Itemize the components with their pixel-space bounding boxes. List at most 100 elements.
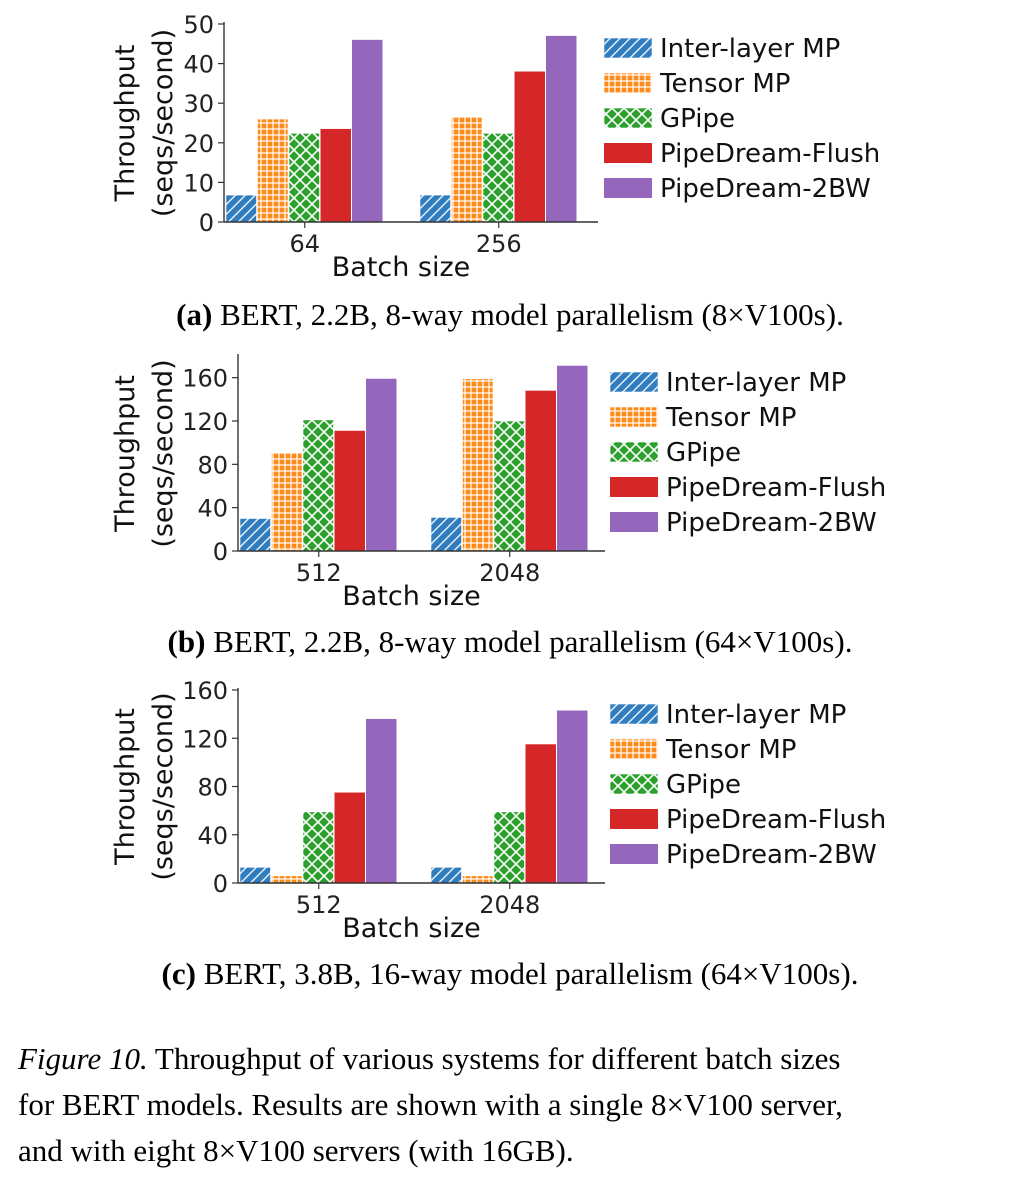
y-tick-label: 160 xyxy=(182,677,228,705)
bar-pipedream-2bw-2048 xyxy=(557,365,588,551)
y-tick-label: 40 xyxy=(183,51,214,79)
y-tick-label: 40 xyxy=(197,495,228,523)
x-tick-label-2048: 2048 xyxy=(479,559,540,587)
bar-pipedream-flush-2048 xyxy=(525,390,556,551)
bar-tensor-mp-512 xyxy=(271,452,303,552)
panel-caption-text-a: BERT, 2.2B, 8-way model parallelism (8×V… xyxy=(212,297,844,332)
bar-inter-layer-mp-512 xyxy=(239,867,271,884)
x-axis-label: Batch size xyxy=(342,913,481,944)
x-tick-label-512: 512 xyxy=(296,559,342,587)
legend-label-pipedream-flush: PipeDream-Flush xyxy=(666,805,886,835)
y-axis-label-line-1: Throughput xyxy=(110,375,141,533)
legend-swatch-pipedream-flush xyxy=(604,143,652,163)
bar-tensor-mp-2048 xyxy=(462,378,494,552)
legend-swatch-inter-layer-mp xyxy=(609,703,659,725)
bar-pipedream-2bw-2048 xyxy=(557,710,588,883)
legend-label-gpipe: GPipe xyxy=(666,438,741,468)
figure-caption-line-2: for BERT models. Results are shown with … xyxy=(18,1087,843,1122)
bar-pipedream-flush-256 xyxy=(514,71,545,223)
y-tick-label: 0 xyxy=(213,870,228,898)
bar-gpipe-512 xyxy=(302,811,334,884)
bar-pipedream-2bw-512 xyxy=(366,718,397,883)
legend-label-pipedream-2bw: PipeDream-2BW xyxy=(666,508,877,538)
panel-caption-text-b: BERT, 2.2B, 8-way model parallelism (64×… xyxy=(205,624,852,659)
y-axis-label-line-2: (seqs/second) xyxy=(148,692,179,880)
y-axis-label-line-1: Throughput xyxy=(110,45,141,203)
bar-inter-layer-mp-2048 xyxy=(430,517,462,552)
legend-swatch-pipedream-2bw xyxy=(610,512,658,532)
panel-caption-b: (b) BERT, 2.2B, 8-way model parallelism … xyxy=(168,624,853,659)
bar-pipedream-flush-64 xyxy=(320,128,351,222)
x-tick-label-256: 256 xyxy=(476,230,522,258)
bar-inter-layer-mp-512 xyxy=(239,518,271,552)
legend-swatch-pipedream-2bw xyxy=(604,178,652,198)
bar-pipedream-flush-2048 xyxy=(525,744,556,883)
bar-inter-layer-mp-2048 xyxy=(430,867,462,884)
bar-tensor-mp-256 xyxy=(451,116,483,223)
legend-label-gpipe: GPipe xyxy=(666,770,741,800)
legend-swatch-inter-layer-mp xyxy=(603,37,653,59)
legend-label-tensor-mp: Tensor MP xyxy=(659,69,790,99)
y-tick-label: 20 xyxy=(183,130,214,158)
legend-swatch-tensor-mp xyxy=(603,72,653,94)
y-axis-label-line-1: Throughput xyxy=(110,708,141,866)
legend-swatch-gpipe xyxy=(609,441,659,463)
y-tick-label: 80 xyxy=(197,451,228,479)
y-tick-label: 80 xyxy=(197,774,228,802)
legend-label-pipedream-2bw: PipeDream-2BW xyxy=(666,840,877,870)
bar-gpipe-256 xyxy=(482,132,514,223)
bar-pipedream-2bw-64 xyxy=(352,39,383,223)
bar-gpipe-2048 xyxy=(493,811,525,884)
legend-label-inter-layer-mp: Inter-layer MP xyxy=(666,368,846,398)
figure-caption-label: Figure 10. xyxy=(17,1041,148,1076)
legend-label-pipedream-flush: PipeDream-Flush xyxy=(666,473,886,503)
y-tick-label: 120 xyxy=(182,725,228,753)
figure-caption-line-1: Figure 10. Throughput of various systems… xyxy=(17,1041,841,1076)
x-tick-label-2048: 2048 xyxy=(479,891,540,919)
bar-gpipe-512 xyxy=(302,419,334,552)
legend-swatch-pipedream-2bw xyxy=(610,844,658,864)
bar-tensor-mp-2048 xyxy=(462,875,494,884)
legend-label-pipedream-flush: PipeDream-Flush xyxy=(660,139,880,169)
legend-label-pipedream-2bw: PipeDream-2BW xyxy=(660,174,871,204)
panel-caption-c: (c) BERT, 3.8B, 16-way model parallelism… xyxy=(162,956,859,991)
bar-pipedream-flush-512 xyxy=(334,430,365,551)
panel-caption-label-c: (c) xyxy=(162,956,196,991)
legend-swatch-inter-layer-mp xyxy=(609,371,659,393)
legend-swatch-tensor-mp xyxy=(609,738,659,760)
y-tick-label: 30 xyxy=(183,90,214,118)
y-tick-label: 0 xyxy=(213,538,228,566)
y-tick-label: 10 xyxy=(183,169,214,197)
bar-gpipe-2048 xyxy=(493,420,525,552)
legend-swatch-gpipe xyxy=(609,773,659,795)
bar-pipedream-2bw-256 xyxy=(546,35,577,222)
bar-gpipe-64 xyxy=(288,132,320,223)
legend-swatch-pipedream-flush xyxy=(610,477,658,497)
legend-swatch-gpipe xyxy=(603,107,653,129)
bar-inter-layer-mp-64 xyxy=(225,194,257,223)
x-axis-label: Batch size xyxy=(342,581,481,612)
panel-caption-text-c: BERT, 3.8B, 16-way model parallelism (64… xyxy=(196,956,859,991)
bar-pipedream-2bw-512 xyxy=(366,378,397,551)
bar-inter-layer-mp-256 xyxy=(419,194,451,223)
y-tick-label: 160 xyxy=(182,365,228,393)
legend-label-inter-layer-mp: Inter-layer MP xyxy=(660,34,840,64)
y-tick-label: 120 xyxy=(182,408,228,436)
panel-caption-a: (a) BERT, 2.2B, 8-way model parallelism … xyxy=(176,297,844,332)
bar-tensor-mp-512 xyxy=(271,875,303,884)
figure-caption-line-3: and with eight 8×V100 servers (with 16GB… xyxy=(18,1133,574,1168)
x-tick-label-64: 64 xyxy=(289,230,320,258)
bar-pipedream-flush-512 xyxy=(334,792,365,883)
panel-caption-label-a: (a) xyxy=(176,297,212,332)
y-axis-label-line-2: (seqs/second) xyxy=(148,359,179,547)
legend-label-tensor-mp: Tensor MP xyxy=(665,735,796,765)
y-tick-label: 50 xyxy=(183,11,214,39)
x-axis-label: Batch size xyxy=(332,252,471,283)
bar-tensor-mp-64 xyxy=(257,118,289,223)
figure-caption-text-1: Throughput of various systems for differ… xyxy=(148,1041,841,1076)
